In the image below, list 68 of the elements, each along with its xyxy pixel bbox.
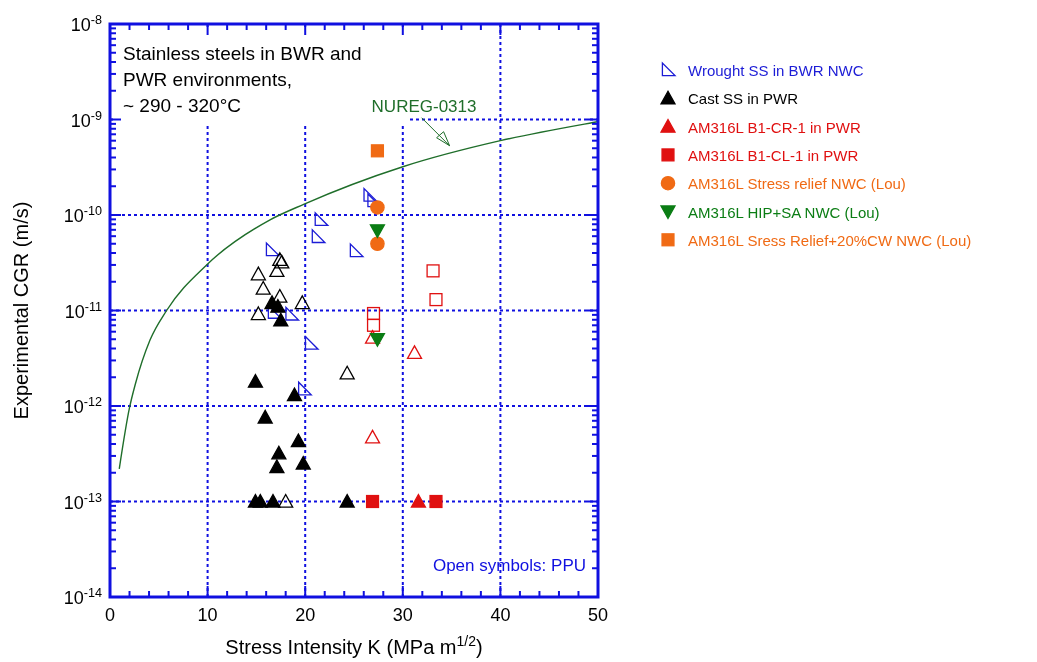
annotation: Stainless steels in BWR and PWR environments, ~ 290 - 320°C xyxy=(123,43,362,116)
point xyxy=(297,381,312,396)
point xyxy=(349,243,364,258)
point xyxy=(255,280,271,295)
point xyxy=(250,306,266,321)
series-label: NUREG-0313 xyxy=(371,96,477,116)
point xyxy=(269,459,285,474)
point xyxy=(271,445,287,460)
y-tick-label: 10$^{-14}$ xyxy=(63,586,102,608)
point xyxy=(252,493,268,508)
point xyxy=(369,333,386,347)
point xyxy=(304,335,319,350)
x-tick-label: 20 xyxy=(295,605,316,625)
y-axis-title: Experimental CGR (m/s) xyxy=(10,201,32,420)
point xyxy=(365,494,380,509)
point xyxy=(272,288,288,303)
legend-label: AM316L B1-CR-1 in PWR xyxy=(688,118,861,136)
point xyxy=(406,345,423,360)
legend-label: AM316L HIP+SA NWC (Lou) xyxy=(688,203,880,221)
x-tick-label: 10 xyxy=(197,605,218,625)
point xyxy=(369,224,386,239)
y-tick-label: 10$^{-11}$ xyxy=(64,299,102,322)
legend-label: Cast SS in PWR xyxy=(688,90,799,108)
point xyxy=(364,429,381,444)
point xyxy=(370,236,385,252)
x-tick-label: 50 xyxy=(587,605,609,625)
point xyxy=(273,312,289,327)
point xyxy=(314,212,329,227)
point xyxy=(429,494,443,509)
line-series xyxy=(118,120,599,470)
y-tick-label: 10$^{-10}$ xyxy=(63,204,102,226)
point xyxy=(270,298,286,313)
point xyxy=(410,493,427,508)
y-tick-label: 10$^{-13}$ xyxy=(63,490,102,513)
point xyxy=(295,455,311,470)
legend-label: AM316L Sress Relief+20%CW NWC (Lou) xyxy=(688,231,972,249)
point xyxy=(366,306,381,321)
point xyxy=(285,306,300,321)
point xyxy=(339,365,355,380)
legend-label: Wrought SS in BWR NWC xyxy=(688,62,864,79)
point xyxy=(311,229,326,244)
point xyxy=(339,493,355,508)
x-tick-label: 40 xyxy=(490,605,511,625)
point xyxy=(286,387,303,402)
y-tick-label: 10$^{-9}$ xyxy=(70,108,102,131)
annotation: Open symbols: PPU xyxy=(432,556,586,575)
y-tick-label: 10$^{-12}$ xyxy=(63,395,102,417)
x-tick-label: 30 xyxy=(392,605,413,625)
point xyxy=(247,373,264,388)
legend-label: AM316L B1-CL-1 in PWR xyxy=(688,146,859,164)
point xyxy=(363,187,378,202)
point xyxy=(269,263,285,278)
legend-label: AM316L Stress relief NWC (Lou) xyxy=(688,175,906,193)
point xyxy=(250,266,266,281)
point xyxy=(429,293,443,307)
point xyxy=(265,242,280,257)
x-axis-title: Stress Intensity K (MPa m$^{1/2}$) xyxy=(225,633,483,658)
point xyxy=(370,200,385,215)
point xyxy=(257,409,273,424)
point xyxy=(294,295,310,310)
point xyxy=(278,493,294,508)
x-tick-label: 0 xyxy=(104,605,116,625)
point xyxy=(426,264,440,278)
point xyxy=(290,433,307,448)
point xyxy=(370,144,385,158)
point xyxy=(265,493,281,508)
point xyxy=(366,318,381,332)
y-tick-label: 10$^{-8}$ xyxy=(70,13,102,35)
